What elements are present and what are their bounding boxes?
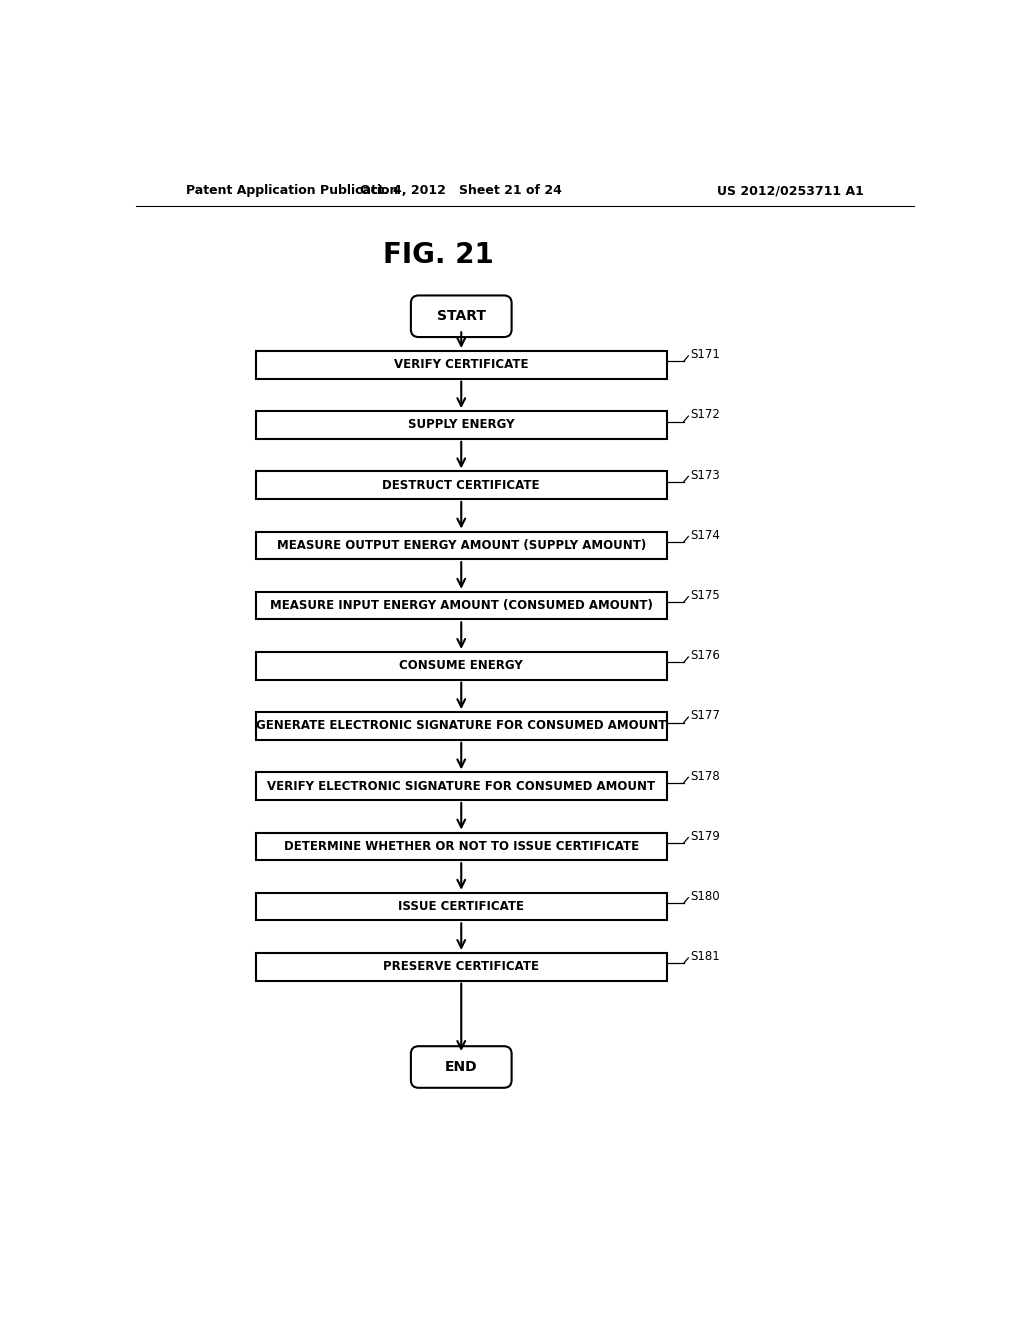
Text: S178: S178 xyxy=(690,770,720,783)
Text: S171: S171 xyxy=(690,348,720,362)
FancyBboxPatch shape xyxy=(411,296,512,337)
FancyBboxPatch shape xyxy=(256,591,667,619)
FancyBboxPatch shape xyxy=(256,411,667,438)
FancyBboxPatch shape xyxy=(256,532,667,560)
Text: Oct. 4, 2012   Sheet 21 of 24: Oct. 4, 2012 Sheet 21 of 24 xyxy=(360,185,562,197)
Text: VERIFY ELECTRONIC SIGNATURE FOR CONSUMED AMOUNT: VERIFY ELECTRONIC SIGNATURE FOR CONSUMED… xyxy=(267,780,655,793)
Text: S175: S175 xyxy=(690,589,720,602)
FancyBboxPatch shape xyxy=(256,652,667,680)
FancyBboxPatch shape xyxy=(256,351,667,379)
Text: SUPPLY ENERGY: SUPPLY ENERGY xyxy=(408,418,514,432)
FancyBboxPatch shape xyxy=(256,892,667,920)
Text: Patent Application Publication: Patent Application Publication xyxy=(186,185,398,197)
Text: PRESERVE CERTIFICATE: PRESERVE CERTIFICATE xyxy=(383,960,540,973)
Text: FIG. 21: FIG. 21 xyxy=(383,240,494,269)
Text: DESTRUCT CERTIFICATE: DESTRUCT CERTIFICATE xyxy=(383,479,540,491)
Text: S179: S179 xyxy=(690,830,720,843)
Text: S176: S176 xyxy=(690,649,720,663)
Text: END: END xyxy=(445,1060,477,1074)
Text: S177: S177 xyxy=(690,709,720,722)
FancyBboxPatch shape xyxy=(256,953,667,981)
Text: DETERMINE WHETHER OR NOT TO ISSUE CERTIFICATE: DETERMINE WHETHER OR NOT TO ISSUE CERTIF… xyxy=(284,840,639,853)
Text: S173: S173 xyxy=(690,469,720,482)
Text: ISSUE CERTIFICATE: ISSUE CERTIFICATE xyxy=(398,900,524,913)
Text: US 2012/0253711 A1: US 2012/0253711 A1 xyxy=(718,185,864,197)
Text: S181: S181 xyxy=(690,950,720,964)
Text: S180: S180 xyxy=(690,890,720,903)
FancyBboxPatch shape xyxy=(256,772,667,800)
FancyBboxPatch shape xyxy=(256,711,667,739)
Text: MEASURE OUTPUT ENERGY AMOUNT (SUPPLY AMOUNT): MEASURE OUTPUT ENERGY AMOUNT (SUPPLY AMO… xyxy=(276,539,646,552)
Text: START: START xyxy=(437,309,485,323)
FancyBboxPatch shape xyxy=(256,833,667,861)
Text: S172: S172 xyxy=(690,408,720,421)
Text: GENERATE ELECTRONIC SIGNATURE FOR CONSUMED AMOUNT: GENERATE ELECTRONIC SIGNATURE FOR CONSUM… xyxy=(256,719,667,733)
Text: MEASURE INPUT ENERGY AMOUNT (CONSUMED AMOUNT): MEASURE INPUT ENERGY AMOUNT (CONSUMED AM… xyxy=(269,599,652,612)
Text: CONSUME ENERGY: CONSUME ENERGY xyxy=(399,659,523,672)
FancyBboxPatch shape xyxy=(411,1047,512,1088)
Text: VERIFY CERTIFICATE: VERIFY CERTIFICATE xyxy=(394,358,528,371)
Text: S174: S174 xyxy=(690,529,720,543)
FancyBboxPatch shape xyxy=(256,471,667,499)
